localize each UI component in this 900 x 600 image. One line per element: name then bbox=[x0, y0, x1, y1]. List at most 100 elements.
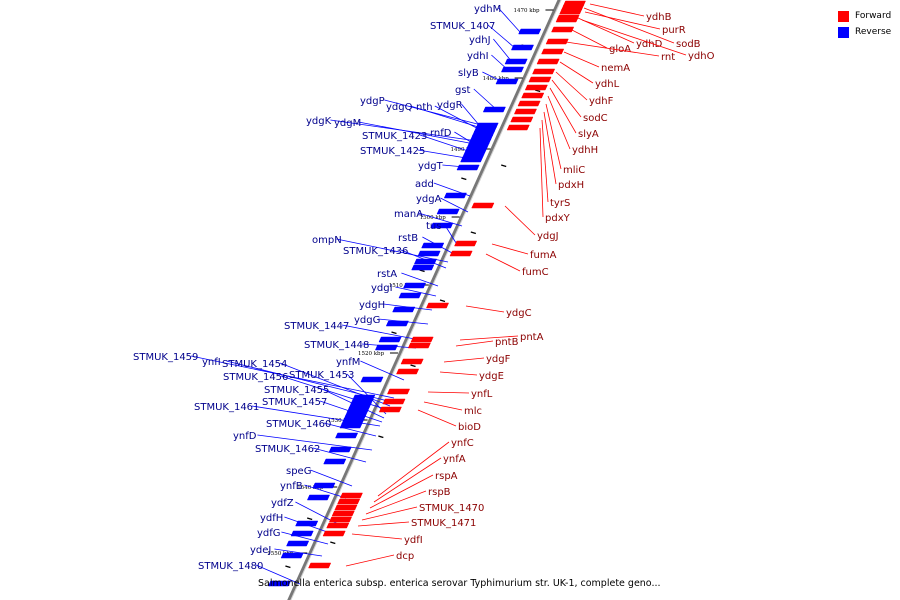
reverse-gene-glyph[interactable] bbox=[510, 44, 534, 51]
gene-label[interactable]: ydhH bbox=[572, 145, 598, 156]
forward-gene-glyph[interactable] bbox=[517, 100, 541, 107]
reverse-gene-glyph[interactable] bbox=[335, 432, 359, 439]
forward-gene-glyph[interactable] bbox=[334, 504, 358, 511]
reverse-gene-glyph[interactable] bbox=[267, 580, 291, 587]
reverse-gene-glyph[interactable] bbox=[436, 208, 460, 215]
gene-label[interactable]: nth bbox=[416, 102, 433, 113]
gene-label[interactable]: ynfA bbox=[443, 454, 466, 465]
gene-label[interactable]: speG bbox=[286, 466, 311, 477]
forward-gene-glyph[interactable] bbox=[454, 240, 478, 247]
forward-gene-glyph[interactable] bbox=[513, 108, 537, 115]
forward-gene-glyph[interactable] bbox=[308, 562, 332, 569]
gene-label[interactable]: ydhO bbox=[688, 51, 715, 62]
forward-gene-glyph[interactable] bbox=[524, 84, 548, 91]
forward-gene-glyph[interactable] bbox=[551, 26, 575, 33]
forward-gene-glyph[interactable] bbox=[536, 58, 560, 65]
gene-label[interactable]: ydgA bbox=[416, 194, 442, 205]
reverse-gene-glyph[interactable] bbox=[413, 258, 437, 265]
forward-gene-glyph[interactable] bbox=[545, 38, 569, 45]
gene-label[interactable]: slyB bbox=[458, 68, 479, 79]
gene-label[interactable]: ydhM bbox=[474, 4, 501, 15]
forward-gene-glyph[interactable] bbox=[561, 4, 585, 11]
gene-label[interactable]: tus bbox=[426, 221, 441, 232]
forward-gene-glyph[interactable] bbox=[326, 522, 350, 529]
gene-label[interactable]: ydhD bbox=[636, 39, 663, 50]
forward-gene-glyph[interactable] bbox=[337, 498, 361, 505]
gene-label[interactable]: ydhI bbox=[467, 51, 489, 62]
gene-label[interactable]: ydgH bbox=[359, 300, 385, 311]
gene-label[interactable]: STMUK_1407 bbox=[430, 21, 495, 32]
forward-gene-glyph[interactable] bbox=[528, 76, 552, 83]
gene-label[interactable]: ydgJ bbox=[537, 231, 559, 242]
gene-label[interactable]: STMUK_1462 bbox=[255, 444, 320, 455]
gene-label[interactable]: ydhB bbox=[646, 12, 672, 23]
gene-label[interactable]: gst bbox=[455, 85, 471, 96]
gene-label[interactable]: mlc bbox=[464, 406, 482, 417]
gene-label[interactable]: ynfL bbox=[471, 389, 493, 400]
gene-label[interactable]: rspA bbox=[435, 471, 458, 482]
reverse-gene-glyph[interactable] bbox=[286, 540, 310, 547]
gene-label[interactable]: fumC bbox=[522, 267, 549, 278]
gene-label[interactable]: ynfC bbox=[451, 438, 474, 449]
reverse-gene-glyph[interactable] bbox=[403, 282, 427, 289]
reverse-gene-glyph[interactable] bbox=[328, 446, 352, 453]
gene-label[interactable]: bioD bbox=[458, 422, 481, 433]
forward-gene-glyph[interactable] bbox=[396, 368, 420, 375]
gene-label[interactable]: ydfG bbox=[257, 528, 281, 539]
reverse-gene-glyph[interactable] bbox=[417, 250, 441, 257]
forward-gene-glyph[interactable] bbox=[426, 302, 450, 309]
gene-label[interactable]: ynfB bbox=[280, 481, 303, 492]
reverse-gene-glyph[interactable] bbox=[504, 58, 528, 65]
reverse-gene-glyph[interactable] bbox=[378, 336, 402, 343]
gene-label[interactable]: ydgK bbox=[306, 116, 332, 127]
gene-label[interactable]: rnfD bbox=[430, 128, 452, 139]
gene-label[interactable]: dcp bbox=[396, 551, 414, 562]
reverse-gene-glyph[interactable] bbox=[398, 292, 422, 299]
forward-gene-glyph[interactable] bbox=[510, 116, 534, 123]
forward-gene-glyph[interactable] bbox=[400, 358, 424, 365]
gene-label[interactable]: rspB bbox=[428, 487, 451, 498]
reverse-gene-glyph[interactable] bbox=[495, 78, 519, 85]
gene-label[interactable]: STMUK_1455 bbox=[264, 385, 329, 396]
gene-label[interactable]: ydfZ bbox=[271, 498, 294, 509]
legend-forward[interactable]: Forward bbox=[838, 9, 891, 23]
gene-label[interactable]: pntB bbox=[495, 337, 519, 348]
reverse-gene-glyph[interactable] bbox=[323, 458, 347, 465]
forward-gene-glyph[interactable] bbox=[555, 16, 579, 23]
reverse-gene-glyph[interactable] bbox=[430, 222, 454, 229]
reverse-gene-glyph[interactable] bbox=[518, 28, 542, 35]
gene-label[interactable]: rstB bbox=[398, 233, 418, 244]
gene-label[interactable]: purR bbox=[662, 25, 686, 36]
reverse-gene-glyph[interactable] bbox=[295, 520, 319, 527]
legend-reverse[interactable]: Reverse bbox=[838, 25, 891, 39]
gene-label[interactable]: ydgT bbox=[418, 161, 444, 172]
gene-label[interactable]: ydhL bbox=[595, 79, 620, 90]
gene-label[interactable]: ydhF bbox=[589, 96, 614, 107]
gene-label[interactable]: ydhJ bbox=[469, 35, 491, 46]
gene-label[interactable]: STMUK_1470 bbox=[419, 503, 484, 514]
gene-label[interactable]: ydeJ bbox=[250, 545, 271, 556]
reverse-gene-glyph[interactable] bbox=[500, 66, 525, 73]
gene-label[interactable]: nemA bbox=[601, 63, 630, 74]
forward-gene-glyph[interactable] bbox=[407, 342, 431, 349]
gene-label[interactable]: pdxH bbox=[558, 180, 584, 191]
gene-label[interactable]: ydgP bbox=[360, 96, 385, 107]
reverse-gene-glyph[interactable] bbox=[312, 482, 336, 489]
gene-label[interactable]: ydgE bbox=[479, 371, 504, 382]
gene-label[interactable]: sodB bbox=[676, 39, 701, 50]
gene-label[interactable]: slyA bbox=[578, 129, 599, 140]
reverse-gene-glyph[interactable] bbox=[339, 422, 363, 429]
gene-label[interactable]: gloA bbox=[609, 44, 631, 55]
gene-label[interactable]: STMUK_1425 bbox=[360, 146, 425, 157]
reverse-gene-glyph[interactable] bbox=[280, 552, 304, 559]
gene-label[interactable]: STMUK_1447 bbox=[284, 321, 349, 332]
gene-label[interactable]: rnt bbox=[661, 52, 675, 63]
forward-gene-glyph[interactable] bbox=[339, 492, 363, 499]
gene-label[interactable]: STMUK_1448 bbox=[304, 340, 369, 351]
gene-label[interactable]: fumA bbox=[530, 250, 557, 261]
forward-gene-glyph[interactable] bbox=[331, 510, 355, 517]
gene-label[interactable]: STMUK_1436 bbox=[343, 246, 408, 257]
gene-label[interactable]: ynfI bbox=[202, 357, 221, 368]
gene-label[interactable]: STMUK_1423 bbox=[362, 131, 427, 142]
gene-label[interactable]: ydgI bbox=[371, 283, 393, 294]
